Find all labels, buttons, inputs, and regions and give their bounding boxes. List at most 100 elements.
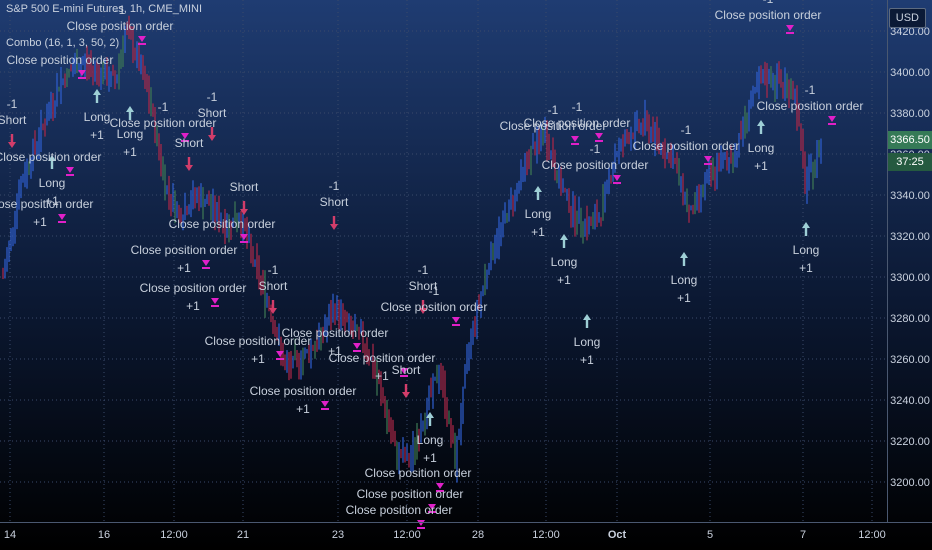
price-tick: 3420.00 [890,26,930,38]
current-price-tag: 3366.50 [888,131,932,149]
trade-signal-label: Close position order [7,53,114,67]
trade-qty-label: +1 [677,291,691,305]
time-tick: 12:00 [532,529,560,541]
trade-qty-label: +1 [251,352,265,366]
trade-signal-label: Short [175,136,204,150]
trade-qty-label: -1 [590,142,601,156]
trade-signal-label: Long [417,433,444,447]
trade-signal-label: Close position order [757,99,864,113]
close-order-marker-icon [58,214,66,223]
long-arrow-icon [757,120,765,134]
short-arrow-icon [185,157,193,171]
trade-signal-label: Close position order [169,217,276,231]
trade-signal-label: Close position order [110,116,217,130]
trade-qty-label: +1 [328,344,342,358]
trade-qty-label: +1 [90,128,104,142]
strategy-legend[interactable]: Combo (16, 1, 3, 50, 2) [6,37,120,49]
time-axis[interactable]: 14 16 12:00 21 23 12:00 28 12:00 Oct 5 7 12:00 [4,529,886,541]
short-arrow-icon [269,300,277,314]
short-arrow-icon [240,201,248,215]
long-arrow-icon [583,314,591,328]
trade-signal-label: Close position order [365,466,472,480]
trade-qty-label: -1 [418,263,429,277]
short-arrow-icon [330,216,338,230]
trade-qty-label: +1 [123,145,137,159]
trade-signal-label: Long [793,243,820,257]
trade-signal-label: Close position order [0,150,101,164]
time-tick: 28 [472,529,484,541]
close-order-marker-icon [613,175,621,184]
trade-qty-label: -1 [681,123,692,137]
trade-signal-label: Close position order [205,334,312,348]
close-order-marker-icon [452,317,460,326]
trade-qty-label: -1 [207,90,218,104]
trade-signal-label: Long [574,335,601,349]
symbol-title[interactable]: S&P 500 E-mini Futures, 1h, CME_MINI [6,3,203,15]
bar-countdown-tag: 37:25 [888,153,932,171]
trade-qty-label: -1 [115,3,126,17]
trade-signal-label: Close position order [381,300,488,314]
price-tick: 3300.00 [890,272,930,284]
long-arrow-icon [48,155,56,169]
trade-signal-label: Long [84,110,111,124]
trade-signal-label: Close position order [67,19,174,33]
time-tick: 23 [332,529,344,541]
short-arrow-icon [419,300,427,314]
trade-signal-label: Close position order [542,158,649,172]
trade-markers [8,25,836,529]
time-tick: 5 [707,529,713,541]
trade-qty-label: -1 [763,0,774,6]
trade-qty-label: +1 [33,215,47,229]
close-order-marker-icon [66,167,74,176]
close-order-marker-icon [786,25,794,34]
trade-signal-label: Short [259,279,288,293]
price-axis[interactable]: 3420.003400.003380.003360.003340.003320.… [890,26,930,489]
trade-signal-label: Long [748,141,775,155]
price-tick: 3380.00 [890,108,930,120]
long-arrow-icon [680,252,688,266]
trade-signal-label: Close position order [0,197,93,211]
trade-qty-label: -1 [158,100,169,114]
time-tick: Oct [608,529,627,541]
close-order-marker-icon [181,133,189,142]
trade-signal-label: Close position order [346,503,453,517]
close-order-marker-icon [828,116,836,125]
price-tick: 3400.00 [890,67,930,79]
trade-qty-label: +1 [186,299,200,313]
price-tick: 3200.00 [890,477,930,489]
trade-qty-label: +1 [296,402,310,416]
trade-signal-label: Long [551,255,578,269]
trade-signal-label: Close position order [715,8,822,22]
trade-qty-label: -1 [548,103,559,117]
close-order-marker-icon [400,368,408,377]
short-arrow-icon [8,134,16,148]
time-tick: 7 [800,529,806,541]
currency-button[interactable]: USD [888,8,926,28]
trade-signal-label: Long [525,207,552,221]
trade-qty-label: +1 [177,261,191,275]
trade-signal-label: Short [0,113,27,127]
close-order-marker-icon [240,234,248,243]
short-arrow-icon [402,384,410,398]
trade-qty-label: -1 [329,179,340,193]
trade-qty-label: +1 [375,369,389,383]
trade-qty-label: +1 [580,353,594,367]
price-tick: 3240.00 [890,395,930,407]
close-order-marker-icon [211,298,219,307]
trade-qty-label: +1 [754,159,768,173]
trade-qty-label: -1 [429,284,440,298]
trade-signal-label: Long [671,273,698,287]
trade-signal-label: Long [39,176,66,190]
price-tick: 3280.00 [890,313,930,325]
trade-signal-label: Close position order [250,384,357,398]
close-order-marker-icon [436,483,444,492]
time-tick: 12:00 [393,529,421,541]
close-order-marker-icon [321,401,329,410]
close-order-marker-icon [571,136,579,145]
trade-signal-label: Close position order [524,116,631,130]
trade-signal-label: Close position order [282,326,389,340]
price-tick: 3260.00 [890,354,930,366]
close-order-marker-icon [353,343,361,352]
